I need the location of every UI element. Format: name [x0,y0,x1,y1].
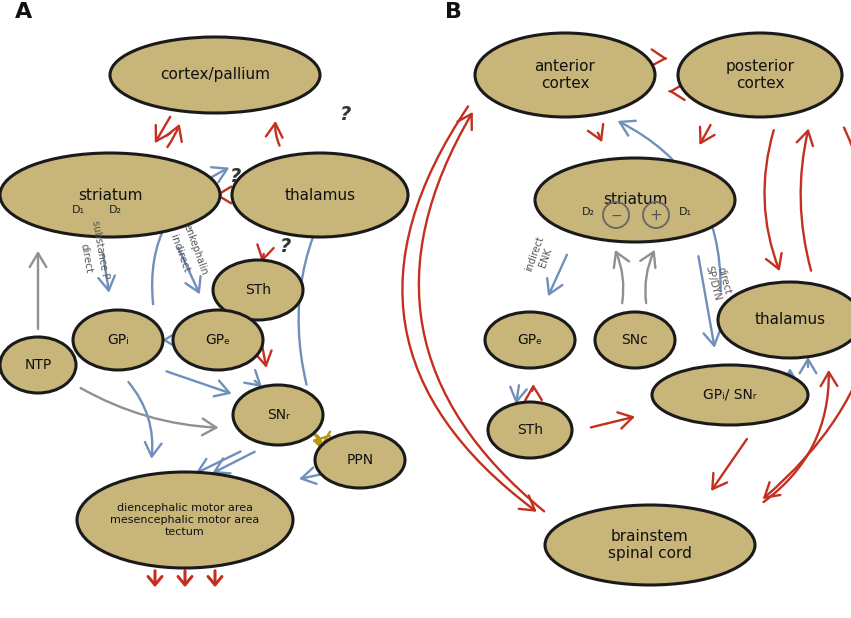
Text: striatum: striatum [77,187,142,203]
Text: direct: direct [78,243,93,274]
Text: indirect
ENK: indirect ENK [523,235,557,277]
Text: cortex/pallium: cortex/pallium [160,67,270,82]
Text: STh: STh [245,283,271,297]
Ellipse shape [475,33,655,117]
Text: ?: ? [340,105,351,124]
Text: indirect: indirect [168,234,191,274]
Text: GPₑ: GPₑ [517,333,542,347]
Text: thalamus: thalamus [284,187,356,203]
Text: SNᵣ: SNᵣ [266,408,289,422]
Text: NTP: NTP [25,358,52,372]
Text: B: B [445,2,462,22]
Text: enkephalin: enkephalin [181,223,208,277]
Ellipse shape [0,337,76,393]
Text: +: + [649,208,662,224]
Text: GPᵢ: GPᵢ [107,333,129,347]
Text: anterior
cortex: anterior cortex [534,59,596,91]
Text: D₁: D₁ [678,207,692,217]
Text: D₂: D₂ [581,207,595,217]
Ellipse shape [315,432,405,488]
Text: SNc: SNc [621,333,648,347]
Text: brainstem
spinal cord: brainstem spinal cord [608,529,692,561]
Ellipse shape [678,33,842,117]
Ellipse shape [73,310,163,370]
Ellipse shape [545,505,755,585]
Ellipse shape [110,37,320,113]
Ellipse shape [173,310,263,370]
Ellipse shape [535,158,735,242]
Text: −: − [610,209,622,223]
Text: A: A [15,2,32,22]
Ellipse shape [232,153,408,237]
Ellipse shape [595,312,675,368]
Ellipse shape [233,385,323,445]
Text: STh: STh [517,423,543,437]
Text: striatum: striatum [603,192,667,208]
Text: diencephalic motor area
mesencephalic motor area
tectum: diencephalic motor area mesencephalic mo… [111,504,260,536]
Ellipse shape [488,402,572,458]
Ellipse shape [77,472,293,568]
Ellipse shape [718,282,851,358]
Text: PPN: PPN [346,453,374,467]
Ellipse shape [0,153,220,237]
Text: GPᵢ/ SNᵣ: GPᵢ/ SNᵣ [703,388,757,402]
Ellipse shape [485,312,575,368]
Ellipse shape [213,260,303,320]
Text: D₁: D₁ [71,205,84,215]
Text: D₂: D₂ [108,205,122,215]
Text: posterior
cortex: posterior cortex [726,59,795,91]
Ellipse shape [652,365,808,425]
Text: ?: ? [230,167,242,186]
Text: substance P: substance P [90,220,110,280]
Text: GPₑ: GPₑ [206,333,231,347]
Text: direct
SP/DYN: direct SP/DYN [703,262,733,302]
Text: thalamus: thalamus [755,313,825,328]
Text: ?: ? [280,237,291,256]
